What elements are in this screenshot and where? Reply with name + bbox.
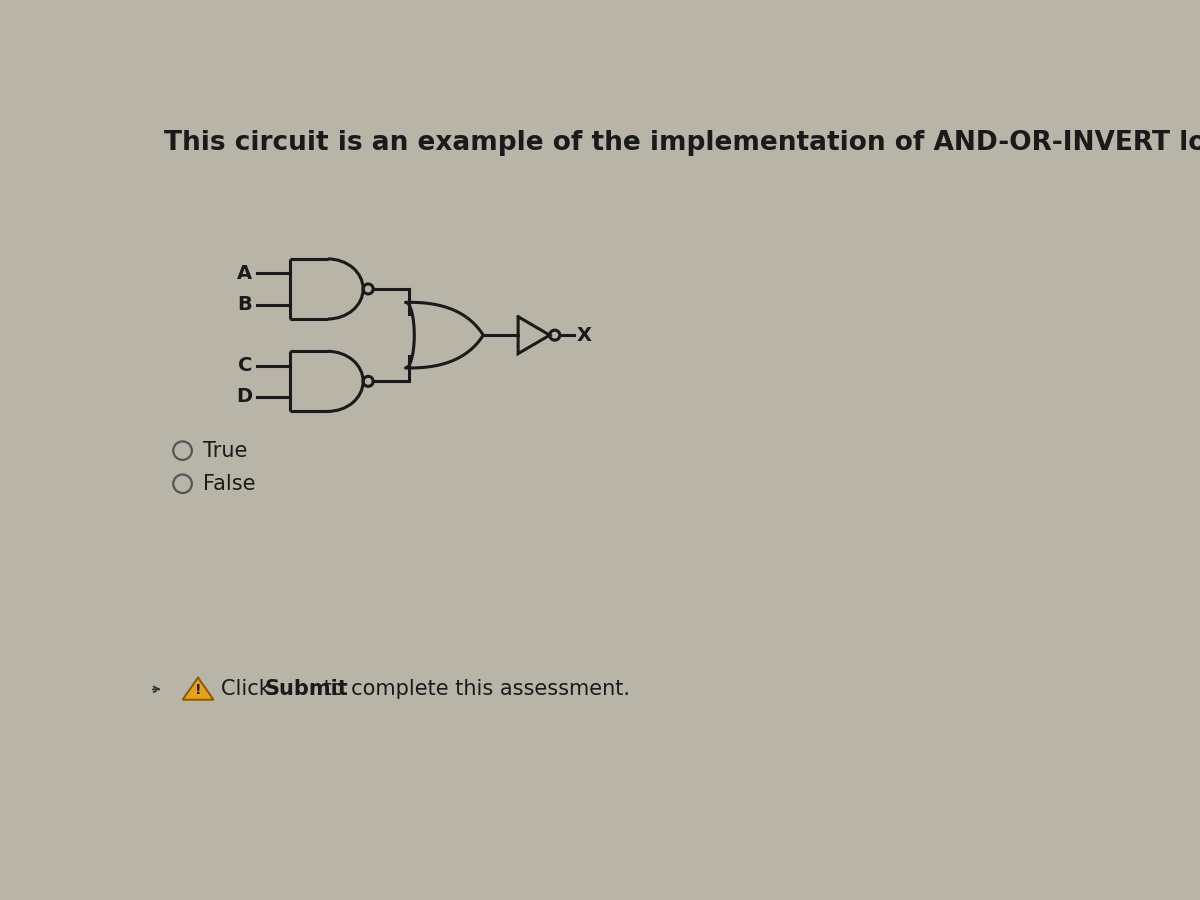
Text: True: True xyxy=(204,441,248,461)
Polygon shape xyxy=(182,678,214,699)
Text: B: B xyxy=(238,295,252,314)
Text: X: X xyxy=(577,326,592,345)
Text: False: False xyxy=(204,473,256,494)
Text: !: ! xyxy=(194,683,202,697)
Text: to complete this assessment.: to complete this assessment. xyxy=(317,680,630,699)
Text: This circuit is an example of the implementation of AND-OR-INVERT logic.: This circuit is an example of the implem… xyxy=(164,130,1200,156)
Text: A: A xyxy=(238,264,252,283)
Text: D: D xyxy=(236,388,252,407)
Text: Click: Click xyxy=(221,680,277,699)
Text: Submit: Submit xyxy=(264,680,348,699)
Text: C: C xyxy=(238,356,252,375)
